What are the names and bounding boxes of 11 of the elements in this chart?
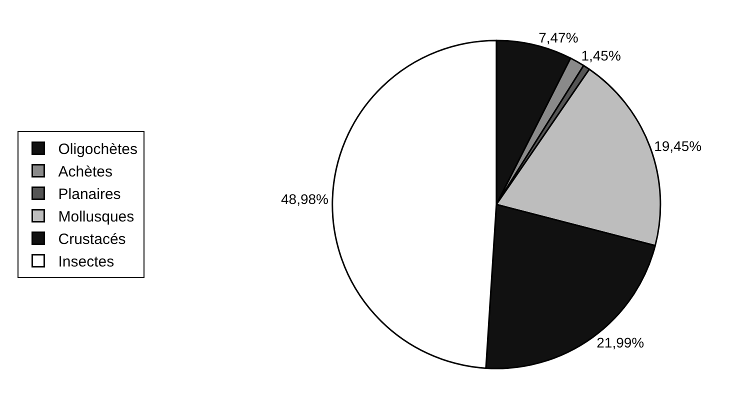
data-label: 7,47% [538,29,578,46]
data-label: 21,99% [596,334,644,351]
legend-label: Planaires [58,186,121,204]
legend-label: Crustacés [58,231,126,248]
legend-label: Oligochètes [58,141,138,158]
data-label: 19,45% [654,138,702,154]
data-label: 48,98% [280,191,328,208]
data-label: 1,45% [581,48,621,64]
legend-label: Insectes [58,254,114,271]
legend-label: Mollusques [58,208,134,226]
legend-label: Achètes [58,164,112,181]
